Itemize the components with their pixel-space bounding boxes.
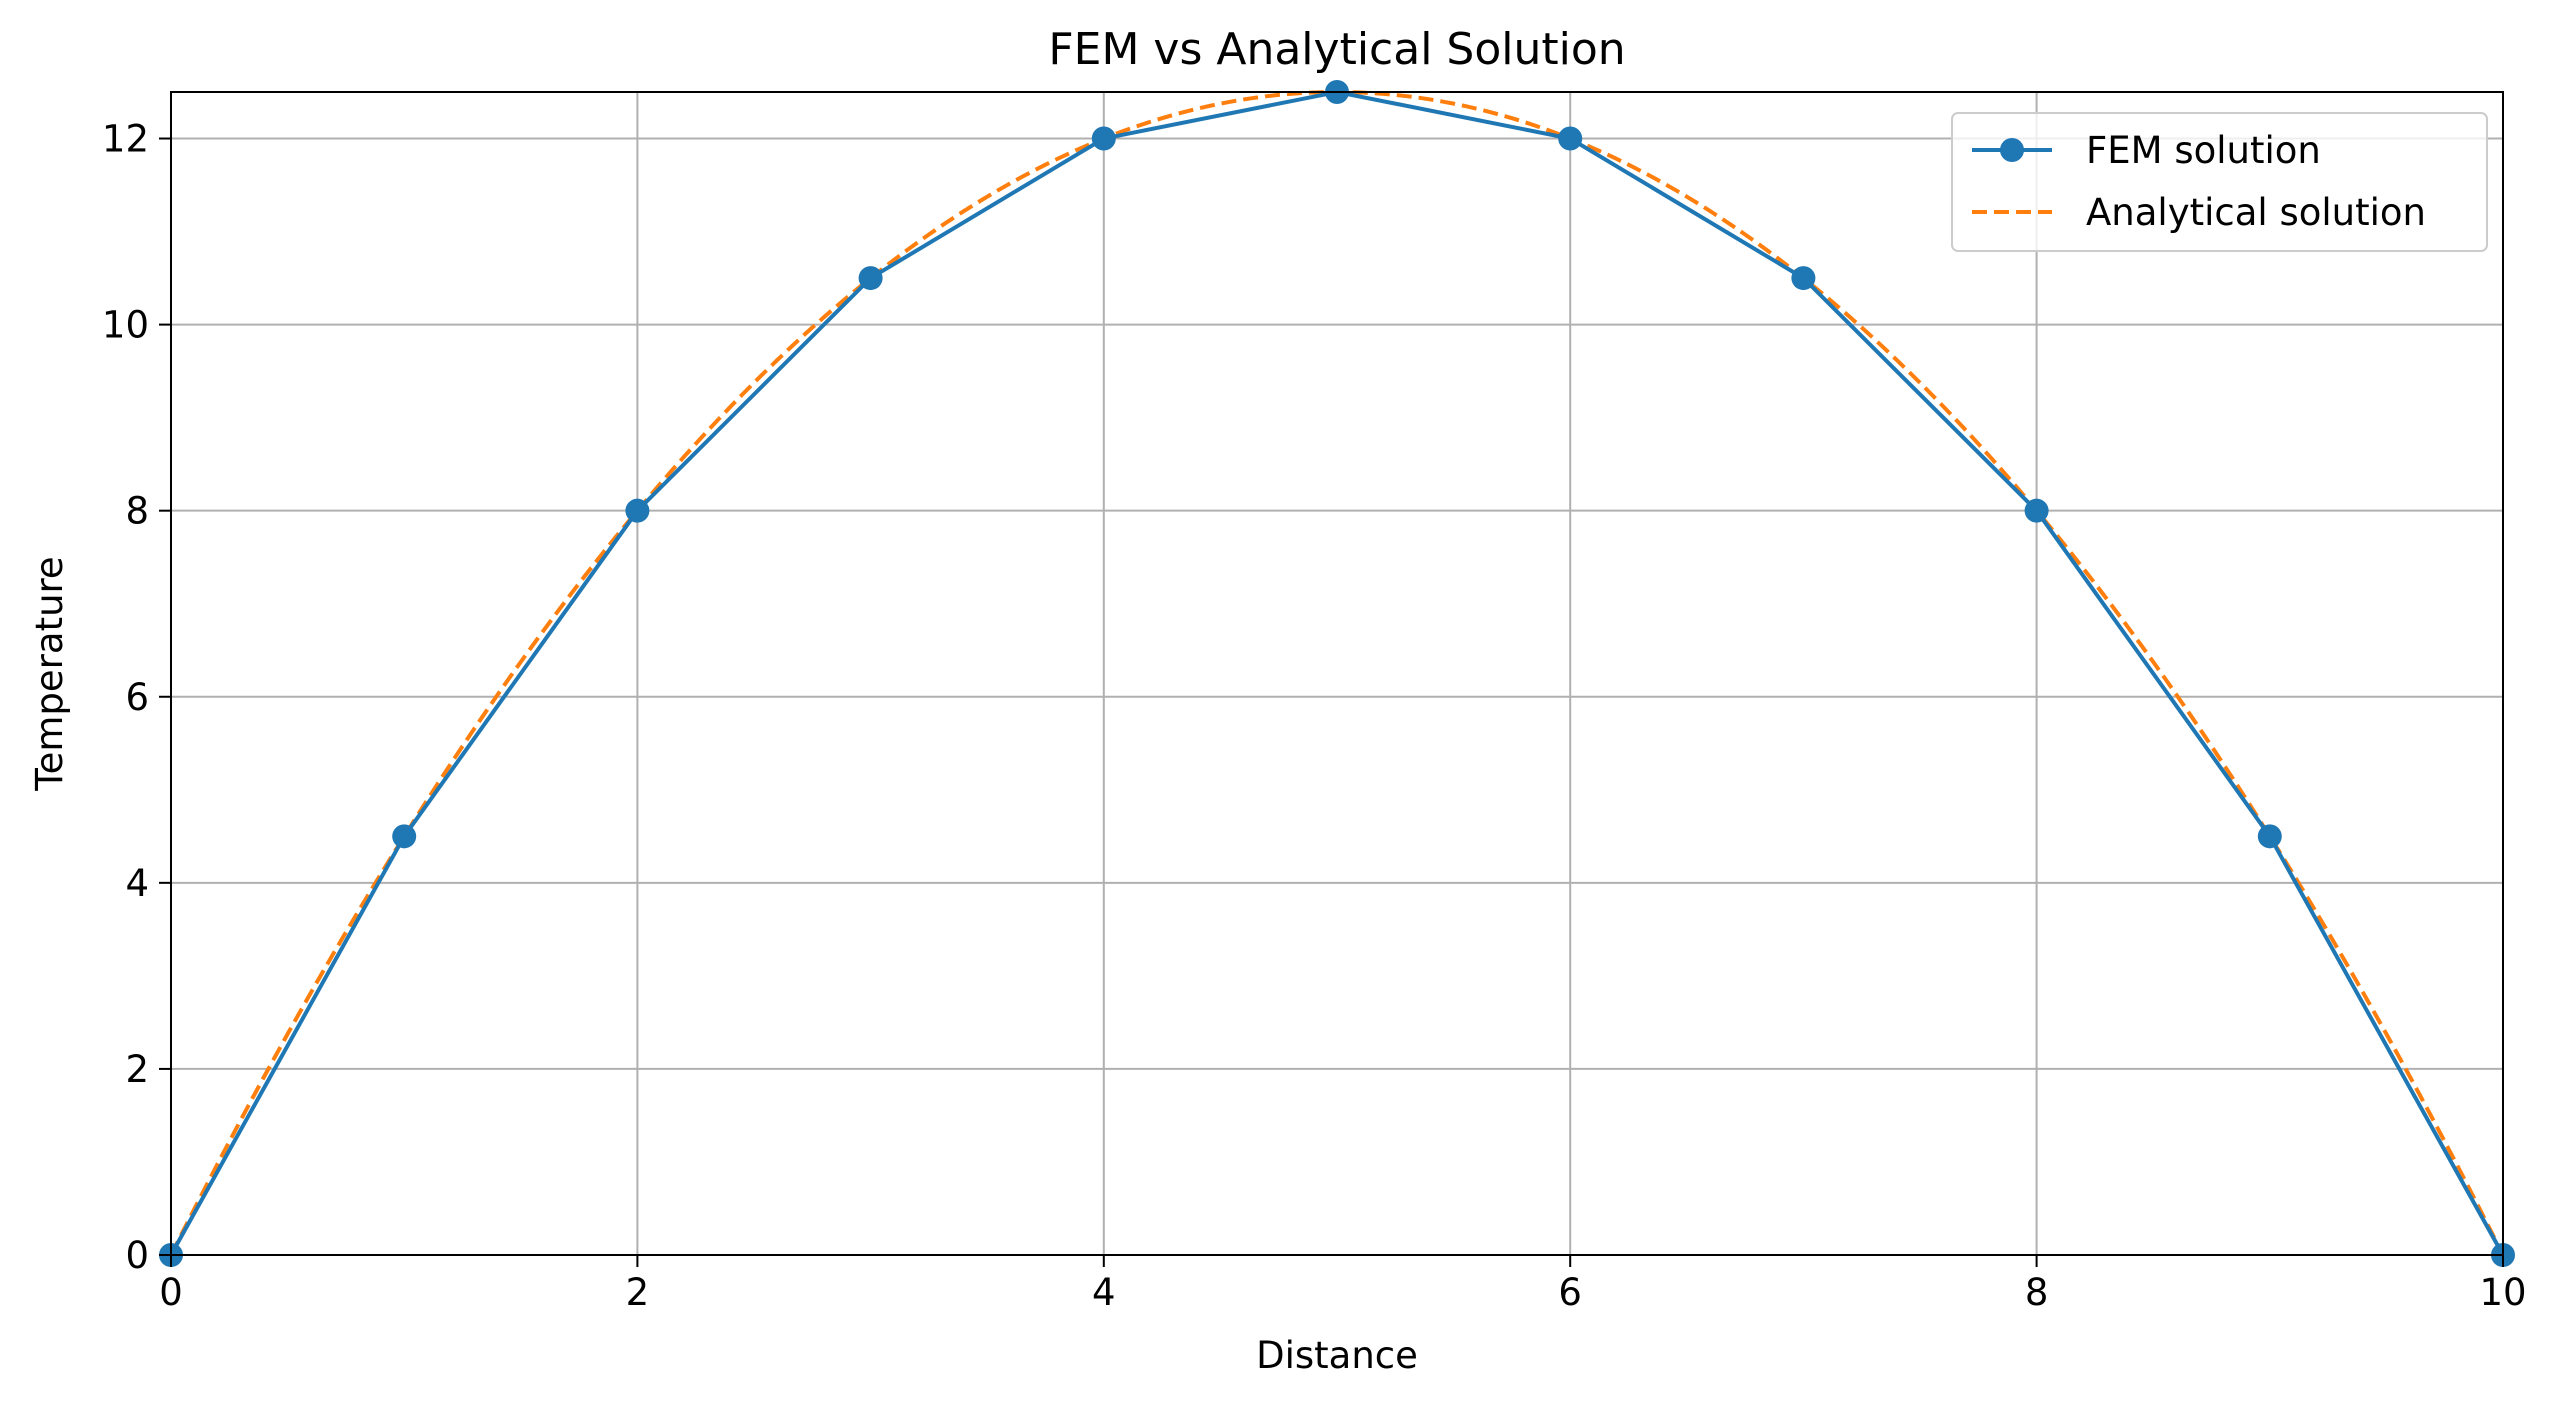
legend-fem-label: FEM solution bbox=[2086, 129, 2321, 172]
chart-title: FEM vs Analytical Solution bbox=[1048, 24, 1625, 75]
fem-data-point bbox=[2024, 498, 2049, 523]
fem-data-point bbox=[392, 824, 417, 849]
fem-data-point bbox=[858, 266, 883, 291]
y-tick-label: 8 bbox=[125, 490, 149, 533]
fem-data-point bbox=[2257, 824, 2282, 849]
y-tick-label: 12 bbox=[102, 118, 149, 161]
x-tick-label: 0 bbox=[159, 1271, 183, 1314]
x-tick-label: 2 bbox=[626, 1271, 650, 1314]
legend-box bbox=[1951, 112, 2488, 252]
legend-analytical-label: Analytical solution bbox=[2086, 191, 2426, 234]
fem-data-point bbox=[1558, 126, 1583, 151]
legend-fem-marker bbox=[2000, 138, 2024, 162]
x-tick-label: 4 bbox=[1092, 1271, 1116, 1314]
legend: FEM solution Analytical solution bbox=[1951, 112, 2488, 252]
fem-data-point bbox=[625, 498, 650, 523]
y-tick-label: 4 bbox=[125, 862, 149, 905]
x-axis-label: Distance bbox=[1256, 1334, 1418, 1377]
y-tick-label: 10 bbox=[102, 304, 149, 347]
y-tick-label: 2 bbox=[125, 1048, 149, 1091]
x-tick-label: 10 bbox=[2479, 1271, 2526, 1314]
x-tick-label: 6 bbox=[1558, 1271, 1582, 1314]
y-axis-label: Temperature bbox=[28, 556, 71, 791]
fem-data-point bbox=[1091, 126, 1116, 151]
fem-data-point bbox=[1791, 266, 1816, 291]
x-tick-label: 8 bbox=[2025, 1271, 2049, 1314]
plot-frame bbox=[170, 91, 2504, 1256]
y-tick-label: 6 bbox=[125, 676, 149, 719]
tick-layer: 0 2 4 6 8 10 0 2 4 6 8 10 12 bbox=[102, 118, 2527, 1314]
y-tick-label: 0 bbox=[125, 1234, 149, 1277]
